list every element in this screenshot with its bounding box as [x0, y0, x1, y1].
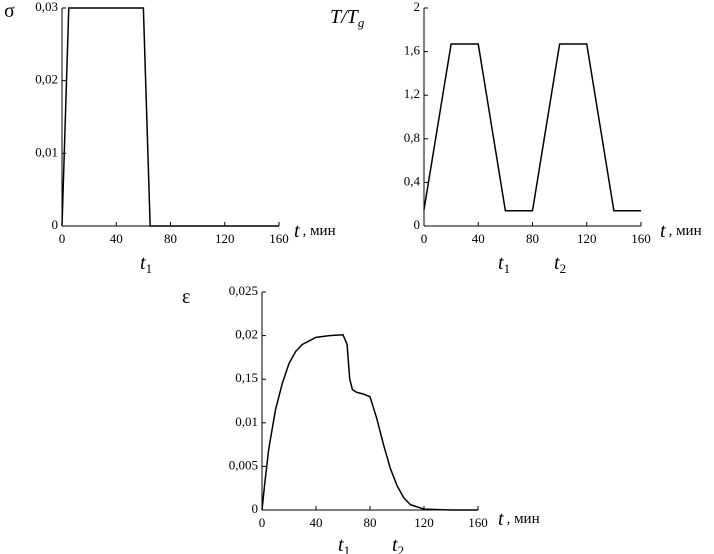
- x-tick-label: 80: [164, 231, 177, 246]
- x-tick-label: 40: [110, 231, 123, 246]
- y-tick-label: 0,01: [35, 144, 58, 159]
- annotation-sub: 2: [398, 543, 405, 554]
- y-label-sub: g: [358, 15, 365, 30]
- y-tick-label: 0,03: [35, 0, 58, 14]
- annotation: t1: [140, 252, 152, 276]
- annotation-text: t: [392, 534, 398, 554]
- annotation-text: t: [554, 252, 560, 274]
- x-label-text: t: [498, 508, 504, 530]
- x-tick-label: 120: [215, 231, 235, 246]
- y-tick-label: 0: [52, 217, 59, 232]
- x-tick-label: 0: [259, 515, 266, 530]
- y-tick-label: 0,4: [404, 173, 421, 188]
- annotation: t1: [498, 252, 510, 276]
- x-tick-label: 120: [577, 231, 597, 246]
- x-label-text: t: [294, 220, 300, 242]
- y-tick-label: 0,005: [229, 457, 258, 472]
- data-line: [61, 7, 279, 227]
- y-tick-label: 0,01: [235, 414, 258, 429]
- x-tick-label: 80: [526, 231, 539, 246]
- y-label-text: ε: [182, 286, 190, 308]
- y-tick-label: 1,2: [404, 86, 420, 101]
- annotation-sub: 1: [344, 543, 351, 554]
- x-tick-label: 0: [59, 231, 66, 246]
- y-tick-label: 0: [252, 501, 259, 516]
- data-line: [423, 43, 641, 212]
- annotation-sub: 1: [146, 261, 153, 276]
- y-tick-label: 0: [414, 217, 421, 232]
- x-tick-label: 80: [364, 515, 377, 530]
- x-tick-label: 40: [310, 515, 323, 530]
- x-label-unit: , мин: [669, 223, 702, 239]
- annotation: t2: [554, 252, 566, 276]
- x-label-unit: , мин: [303, 223, 336, 239]
- data-line: [261, 333, 478, 511]
- annotation-text: t: [498, 252, 504, 274]
- y-tick-label: 0,15: [235, 370, 258, 385]
- y-tick-label: 0,02: [35, 72, 58, 87]
- x-tick-label: 40: [472, 231, 485, 246]
- y-axis-label: T/Tg: [330, 6, 365, 30]
- x-label-unit: , мин: [507, 511, 540, 527]
- annotation-text: t: [338, 534, 344, 554]
- x-axis-label: t, мин: [498, 508, 540, 530]
- x-tick-label: 0: [421, 231, 428, 246]
- y-label-text: σ: [4, 0, 15, 22]
- y-label-text: T/T: [330, 6, 360, 28]
- annotation: t1: [338, 534, 350, 554]
- x-tick-label: 160: [269, 231, 289, 246]
- annotation-text: t: [140, 252, 146, 274]
- x-axis-label: t, мин: [294, 220, 336, 242]
- x-label-text: t: [660, 220, 666, 242]
- y-tick-label: 0,02: [235, 327, 258, 342]
- y-tick-label: 0,025: [229, 283, 258, 298]
- y-tick-label: 1,6: [404, 43, 421, 58]
- y-axis-label: ε: [182, 286, 190, 308]
- y-tick-label: 0,8: [404, 130, 420, 145]
- y-axis-label: σ: [4, 0, 15, 22]
- x-tick-label: 120: [414, 515, 434, 530]
- x-axis-label: t, мин: [660, 220, 702, 242]
- annotation-sub: 2: [560, 261, 567, 276]
- x-tick-label: 160: [468, 515, 488, 530]
- annotation: t2: [392, 534, 404, 554]
- annotation-sub: 1: [504, 261, 511, 276]
- y-tick-label: 2: [414, 0, 421, 14]
- x-tick-label: 160: [631, 231, 651, 246]
